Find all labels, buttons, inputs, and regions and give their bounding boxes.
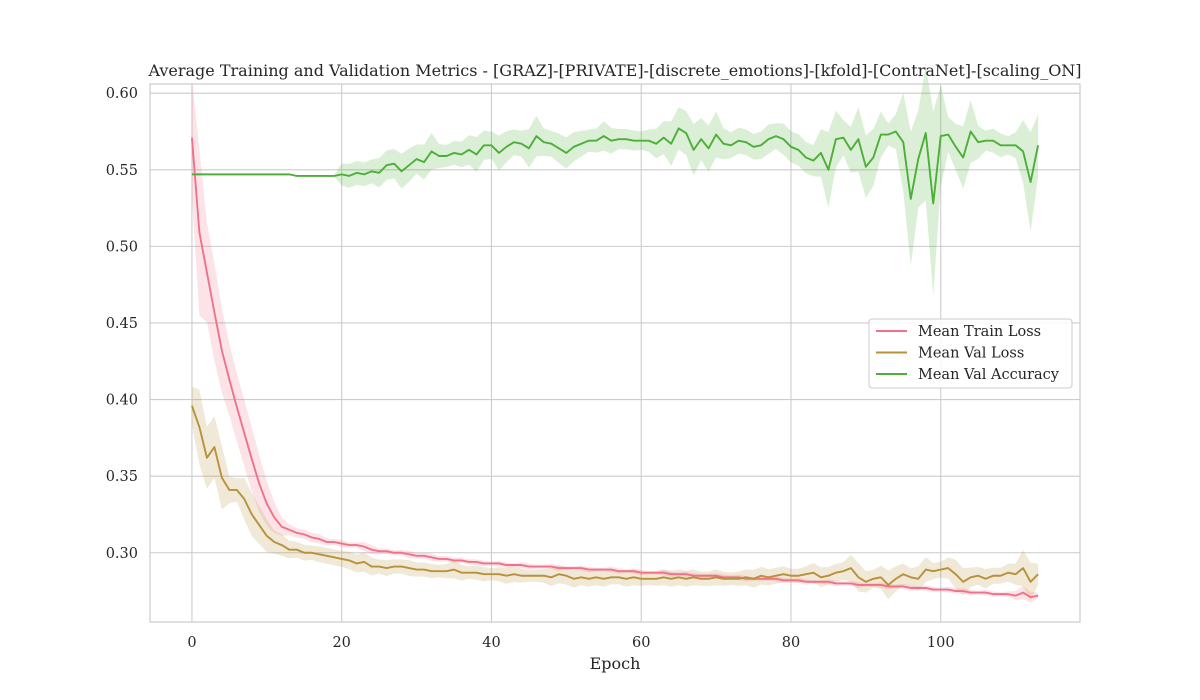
legend-entry: Mean Train Loss bbox=[918, 324, 1041, 340]
confidence-bands bbox=[191, 65, 1039, 603]
x-tick-label: 40 bbox=[482, 635, 500, 651]
legend: Mean Train Loss Mean Val Loss Mean Val Acc… bbox=[868, 318, 1073, 389]
legend-frame bbox=[868, 318, 1073, 389]
band-2 bbox=[191, 65, 1039, 296]
series-line-1 bbox=[191, 405, 1039, 586]
x-axis-label: Epoch bbox=[590, 654, 641, 673]
y-tick-label: 0.45 bbox=[106, 316, 138, 332]
y-tick-label: 0.40 bbox=[106, 393, 138, 409]
series-lines bbox=[190, 127, 1040, 599]
y-tick-label: 0.60 bbox=[106, 86, 138, 102]
y-tick-label: 0.30 bbox=[106, 546, 138, 562]
legend-entry: Mean Val Loss bbox=[918, 346, 1024, 362]
x-tick-label: 80 bbox=[782, 635, 800, 651]
y-tick-label: 0.55 bbox=[106, 163, 138, 179]
y-tick-label: 0.35 bbox=[106, 469, 138, 485]
y-tick-labels: 0.30 0.35 0.40 0.45 0.50 0.55 0.60 bbox=[106, 86, 138, 562]
chart-title: Average Training and Validation Metrics … bbox=[147, 61, 1081, 80]
legend-entry: Mean Val Accuracy bbox=[918, 367, 1060, 383]
series-line-2 bbox=[191, 127, 1040, 205]
plot-frame bbox=[149, 83, 1081, 623]
x-tick-labels: 0 20 40 60 80 100 bbox=[187, 635, 954, 651]
x-tick-label: 20 bbox=[332, 635, 350, 651]
x-tick-label: 60 bbox=[632, 635, 650, 651]
x-tick-label: 0 bbox=[187, 635, 196, 651]
y-tick-label: 0.50 bbox=[106, 239, 138, 255]
x-tick-label: 100 bbox=[927, 635, 955, 651]
band-1 bbox=[191, 386, 1039, 601]
series-line-0 bbox=[190, 137, 1039, 599]
